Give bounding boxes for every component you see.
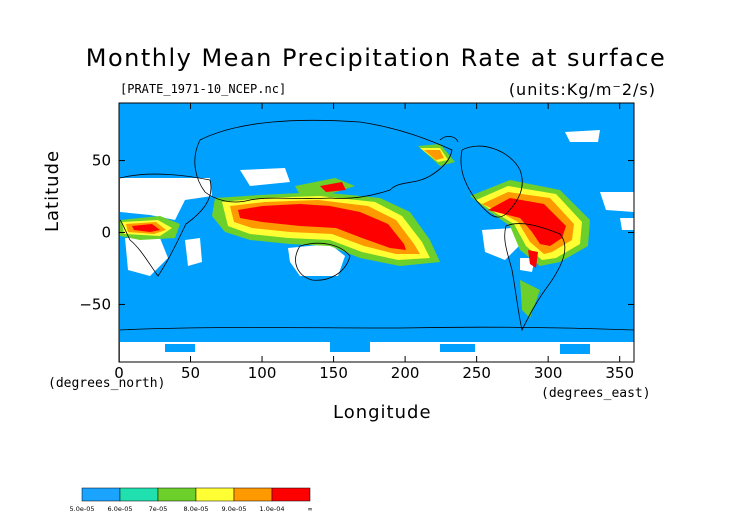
colorbar-tick-label: 1.0e-04 <box>260 505 285 513</box>
y-tick-label: −50 <box>79 295 111 313</box>
colorbar-swatch <box>233 487 273 502</box>
file-label: [PRATE_1971-10_NCEP.nc] <box>120 82 287 96</box>
x-axis-label: Longitude <box>333 402 432 423</box>
x-tick-label: 0 <box>114 364 124 382</box>
y-tick-label: 50 <box>92 152 111 170</box>
colorbar-tick-label: 6.0e-05 <box>108 505 133 513</box>
x-tick-label: 200 <box>391 364 420 382</box>
x-tick-label: 150 <box>319 364 348 382</box>
colorbar-swatch <box>81 487 121 502</box>
colorbar-tick-label: ∞ <box>307 505 312 513</box>
x-tick-label: 250 <box>462 364 491 382</box>
y-axis-unit: (degrees_north) <box>48 376 166 391</box>
precip-field <box>119 119 634 362</box>
map-title: Monthly Mean Precipitation Rate at surfa… <box>85 44 667 72</box>
x-axis-unit: (degrees_east) <box>541 386 651 401</box>
colorbar-swatch <box>271 487 311 502</box>
colorbar-swatch <box>195 487 235 502</box>
axis-ticks: 0 50 100 150 200 250 300 350 50 0 −50 <box>79 103 634 382</box>
colorbar-tick-label: 9.0e-05 <box>222 505 247 513</box>
units-label: (units:Kg/m⁻2/s) <box>508 80 656 99</box>
colorbar-tick-label: 8.0e-05 <box>184 505 209 513</box>
colorbar: 5.0e-05 6.0e-05 7e-05 8.0e-05 9.0e-05 1.0e-04… <box>70 487 313 513</box>
precip-band-red <box>132 182 566 268</box>
x-tick-label: 100 <box>248 364 277 382</box>
colorbar-swatch <box>157 487 197 502</box>
colorbar-tick-label: 5.0e-05 <box>70 505 95 513</box>
coastlines <box>119 119 634 332</box>
colorbar-tick-label: 7e-05 <box>149 505 168 513</box>
x-tick-label: 50 <box>181 364 200 382</box>
x-tick-label: 300 <box>534 364 563 382</box>
x-tick-label: 350 <box>605 364 634 382</box>
y-tick-label: 0 <box>101 224 111 242</box>
colorbar-swatch <box>119 487 159 502</box>
